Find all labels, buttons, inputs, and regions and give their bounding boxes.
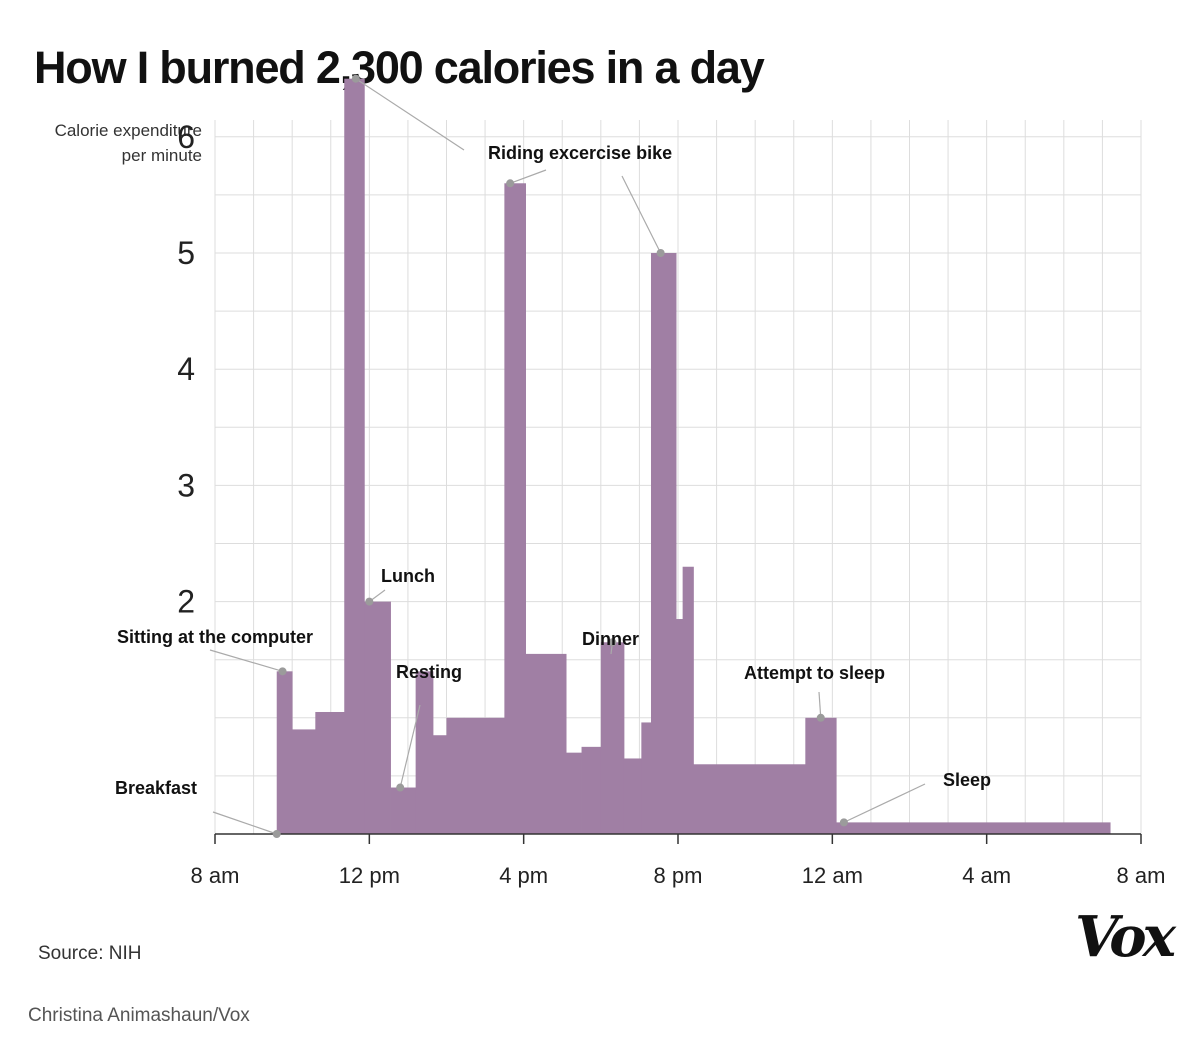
chart-bar (676, 619, 684, 834)
chart-bar (315, 711, 345, 834)
x-tick-label: 4 pm (499, 863, 548, 888)
chart-bar (344, 78, 365, 834)
annotation-label: Breakfast (115, 778, 197, 798)
annotation-label: Resting (396, 662, 462, 682)
chart-bar (581, 746, 602, 834)
y-axis-label-line-1: Calorie expenditure (54, 121, 202, 140)
chart-title: How I burned 2,300 calories in a day (34, 42, 765, 93)
annotation-dot (278, 667, 287, 676)
chart-bar (650, 253, 677, 834)
chart-bar (390, 787, 417, 834)
annotation-dot (608, 638, 617, 647)
chart-bar (463, 717, 490, 834)
annotation-leader-line (621, 175, 662, 254)
y-axis-label-line-2: per minute (121, 146, 202, 165)
annotation-leader-line (355, 78, 465, 151)
x-tick-label: 12 pm (339, 863, 400, 888)
chart-bar (805, 717, 837, 834)
chart-bar (566, 752, 582, 834)
x-tick-label: 8 pm (654, 863, 703, 888)
annotation-dot (272, 830, 281, 838)
chart-bar (488, 717, 505, 834)
credit-note: Christina Animashaun/Vox (28, 1005, 250, 1026)
x-tick-label: 12 am (802, 863, 863, 888)
annotation-label: Sitting at the computer (117, 627, 313, 647)
chart-bar (364, 601, 391, 834)
annotation-leader-line (212, 811, 277, 835)
annotation-label: Lunch (381, 566, 435, 586)
chart-bar (641, 722, 652, 834)
chart-bars (276, 78, 1111, 834)
annotation-dot (656, 249, 665, 257)
chart-bar (292, 729, 316, 834)
y-axis-label: Calorie expenditure per minute (55, 118, 202, 168)
annotation-dot (396, 783, 405, 792)
annotation-label: Attempt to sleep (744, 663, 885, 683)
annotation-leader-line (509, 169, 547, 184)
annotation-dot (506, 179, 515, 188)
chart-bar (432, 735, 447, 834)
annotation-leader-line (209, 649, 283, 672)
annotation-dot (365, 597, 374, 606)
chart-axes: 8 am 12 pm 4 pm 8 pm 12 am 4 am 8 am 2 3 4 5 6 (177, 119, 1165, 888)
annotation-dot (351, 74, 360, 83)
vox-logo: Vox (1075, 904, 1176, 970)
x-tick-label: 8 am (191, 863, 240, 888)
chart-bar (623, 758, 642, 834)
chart-bar (525, 653, 567, 834)
chart-bar (836, 822, 1111, 834)
annotation-leader-line (818, 691, 822, 718)
annotation-dot (816, 713, 825, 722)
annotation-leader-line (843, 783, 926, 823)
source-note: Source: NIH (38, 943, 142, 964)
y-tick-label: 4 (177, 351, 195, 387)
chart-bar (415, 671, 434, 834)
chart-bar (693, 764, 806, 834)
annotation-label: Riding excercise bike (488, 143, 672, 163)
chart-bar (682, 566, 694, 834)
annotation-label: Sleep (943, 770, 991, 790)
annotation-label: Dinner (582, 629, 639, 649)
chart-bar (504, 183, 526, 834)
y-tick-label: 3 (177, 467, 195, 503)
annotation-leader-line (399, 704, 421, 788)
chart-bar (446, 717, 465, 834)
y-tick-label: 6 (177, 119, 195, 155)
x-tick-label: 4 am (962, 863, 1011, 888)
x-tick-label: 8 am (1117, 863, 1166, 888)
chart-bar (600, 642, 625, 834)
chart-bar (276, 671, 293, 834)
chart-annotations: Breakfast Sitting at the computer Riding e… (115, 74, 991, 838)
y-tick-label: 5 (177, 235, 195, 271)
annotation-dot (839, 818, 848, 827)
y-tick-label: 2 (177, 584, 195, 620)
